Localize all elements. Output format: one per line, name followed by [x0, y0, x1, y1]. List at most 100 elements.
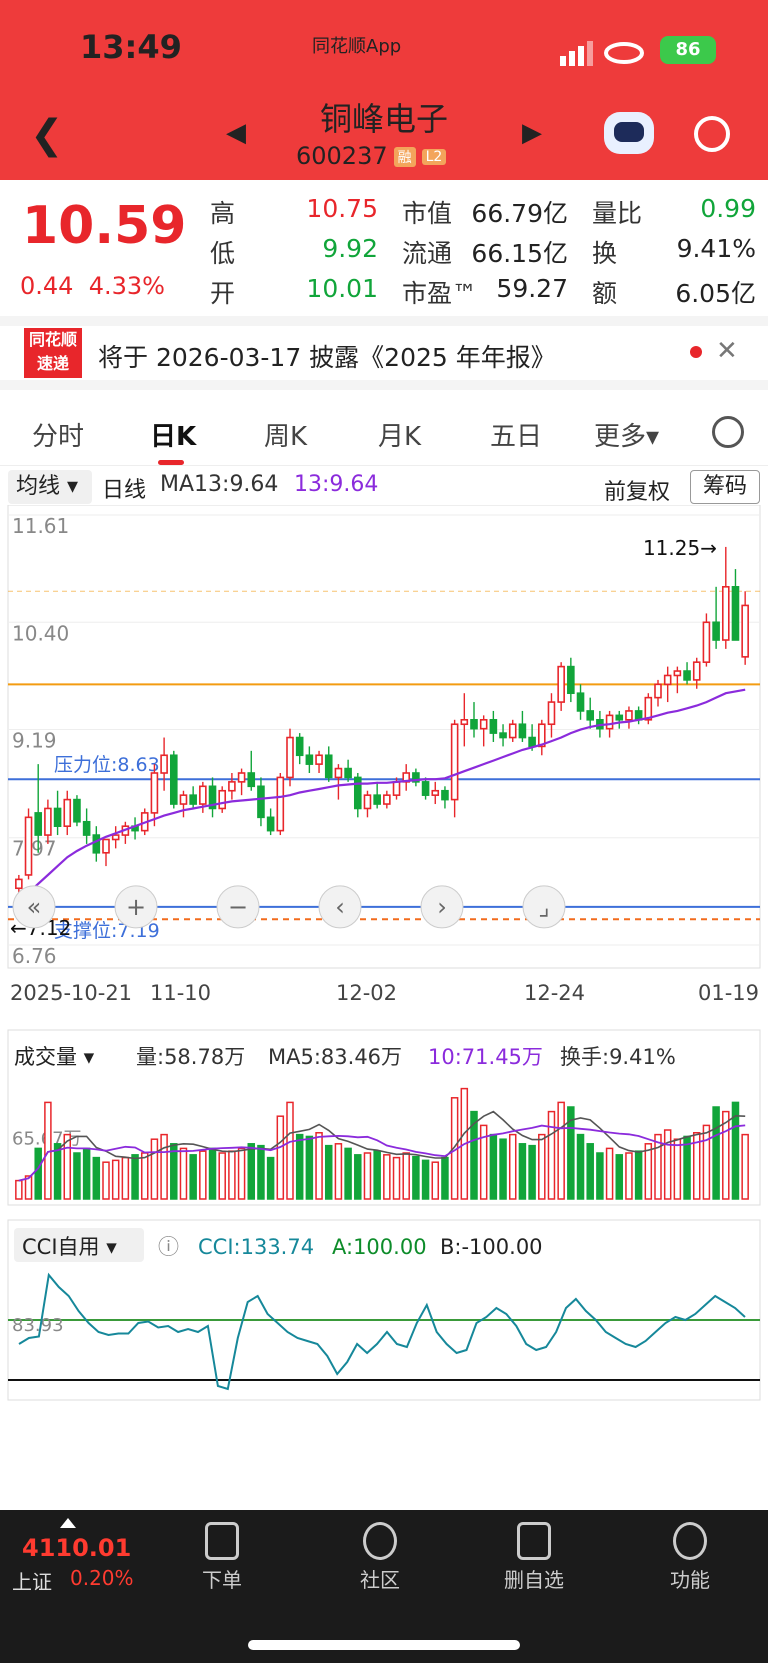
ma-select[interactable]: 均线 ▾ [8, 470, 92, 504]
candle-body [160, 754, 168, 774]
stock-code: 600237 融 L2 [296, 142, 447, 170]
candle-body [412, 772, 420, 783]
candle-body [218, 789, 227, 810]
adjust-select[interactable]: 前复权 [604, 480, 671, 505]
nav-functions[interactable]: 功能 [640, 1512, 740, 1593]
tab-timeshare[interactable]: 分时 [32, 422, 85, 452]
back-icon[interactable]: ❮ [30, 112, 64, 158]
high-value: 10.75 [306, 194, 378, 223]
candle-body [208, 785, 217, 810]
price-change: 0.44 4.33% [20, 272, 165, 300]
candle-body [625, 710, 633, 721]
notice-banner[interactable] [0, 316, 768, 390]
price-panel-frame [7, 505, 761, 969]
next-stock-icon[interactable]: ▶ [522, 118, 542, 148]
candle-body [102, 838, 110, 854]
volume-bar [199, 1150, 207, 1200]
mcap-label: 市值 [402, 199, 453, 228]
volume-bar [663, 1129, 672, 1200]
cci-label-1: ⓘ [158, 1235, 179, 1259]
settings-icon[interactable] [712, 416, 744, 448]
volume-bar [528, 1144, 536, 1200]
volume-bar [518, 1143, 527, 1200]
volume-label-1: 量:58.78万 [136, 1045, 245, 1069]
margin-tag: 融 [393, 147, 416, 167]
change-value: 0.44 [20, 272, 74, 300]
y-tick-label: 7.97 [12, 837, 57, 861]
candle-body [644, 696, 653, 721]
turnover-label: 换 [592, 239, 618, 268]
candle-body [731, 586, 740, 641]
nav-community[interactable]: 社区 [330, 1512, 430, 1593]
change-pct: 4.33% [88, 272, 165, 300]
order-icon [205, 1522, 239, 1560]
stock-code-text: 600237 [296, 142, 388, 170]
notice-text[interactable]: 将于 2026-03-17 披露《2025 年年报》 [98, 343, 556, 372]
close-icon[interactable]: ✕ [716, 336, 738, 366]
volume-bar [266, 1156, 275, 1200]
candle-body [324, 754, 333, 779]
index-pct[interactable]: 0.20% [70, 1566, 134, 1590]
candle-body [392, 781, 401, 796]
tab-five-day[interactable]: 五日 [490, 422, 543, 452]
y-tick-label: 11.61 [12, 514, 69, 538]
cci-y-tick: 83.93 [12, 1315, 64, 1336]
remove-watch-icon [517, 1522, 551, 1560]
period-label: 日线 [102, 478, 147, 503]
nav-order[interactable]: 下单 [172, 1512, 272, 1593]
volume-bar [412, 1155, 420, 1200]
volume-bar [596, 1152, 604, 1200]
candle-body [169, 754, 178, 805]
tab-more[interactable]: 更多▾ [594, 422, 660, 452]
volume-bar [111, 1159, 120, 1200]
signal-icon [560, 40, 650, 70]
volume-bar [479, 1124, 488, 1200]
index-name[interactable]: 上证 [12, 1570, 52, 1594]
candle-body [470, 719, 478, 730]
volume-bar [179, 1147, 188, 1200]
candle-body [24, 816, 33, 876]
volume-bar [344, 1147, 352, 1200]
last-price: 10.59 [22, 196, 187, 256]
volume-bar [34, 1147, 42, 1200]
candle-body [383, 794, 391, 805]
candle-body [702, 621, 711, 663]
resistance-label: 压力位:8.63 [54, 754, 160, 776]
volume-bar [150, 1138, 159, 1200]
menu-icon [673, 1522, 707, 1560]
tab-weekly-k[interactable]: 周K [264, 422, 308, 452]
kline-chart[interactable]: 11.6110.409.197.976.76压力位:8.63支撑位:7.1911… [0, 505, 768, 1510]
y-tick-label: 10.40 [12, 621, 69, 645]
candle-body [712, 621, 720, 641]
prev-stock-icon[interactable]: ◀ [226, 118, 246, 148]
candle-body [654, 683, 662, 699]
volume-bar [121, 1156, 130, 1200]
volume-bar [334, 1143, 343, 1200]
candle-body [741, 604, 749, 658]
candle-body [15, 878, 23, 890]
volume-bar [722, 1110, 730, 1200]
volume-bar [305, 1135, 314, 1200]
candle-body [373, 794, 381, 805]
tab-monthly-k[interactable]: 月K [378, 422, 422, 452]
tab-daily-k[interactable]: 日K [150, 422, 197, 452]
chip-button[interactable]: 筹码 [690, 470, 760, 504]
float-label: 流通 [402, 239, 453, 268]
vr-label: 量比 [592, 199, 643, 228]
candle-body [92, 834, 101, 854]
mcap-value: 66.79亿 [471, 199, 568, 228]
assistant-robot-icon[interactable] [604, 112, 654, 154]
chart-nav-button [216, 885, 260, 929]
nav-watchlist[interactable]: 删自选 [484, 1512, 584, 1593]
index-value[interactable]: 4110.01 [22, 1534, 132, 1562]
search-icon[interactable] [694, 116, 730, 152]
candle-body [150, 772, 159, 814]
volume-bar [567, 1106, 575, 1200]
nav-order-label: 下单 [202, 1568, 242, 1592]
active-tab-indicator [158, 460, 184, 465]
candle-body [460, 719, 469, 726]
candle-body [586, 710, 595, 721]
volume-bar [237, 1147, 246, 1200]
candle-body [199, 785, 207, 805]
community-icon [363, 1522, 397, 1560]
